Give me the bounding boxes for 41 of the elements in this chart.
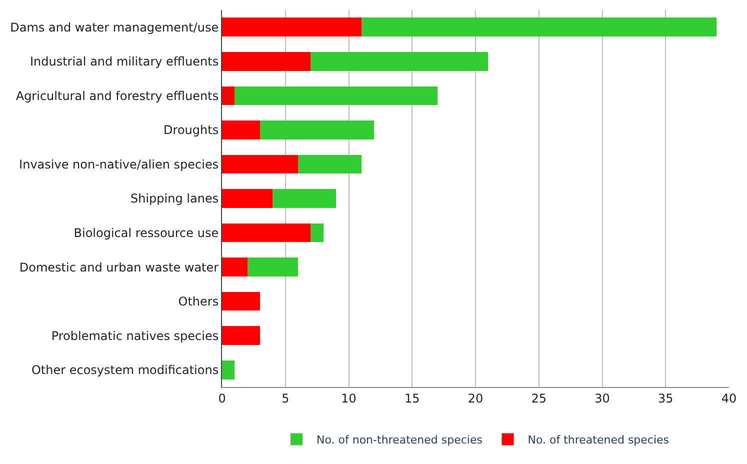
bar	[361, 18, 716, 37]
bar	[260, 120, 374, 140]
bar	[310, 52, 488, 71]
x-tick-label: 15	[404, 391, 420, 406]
bar	[222, 154, 298, 174]
bar	[222, 189, 273, 208]
bar	[222, 258, 248, 276]
bar	[222, 86, 235, 106]
y-tick-label: Agricultural and forestry effluents	[16, 88, 219, 103]
bar	[222, 18, 362, 37]
bar	[234, 86, 438, 106]
y-tick-label: Others	[178, 294, 219, 309]
x-tick-label: 10	[341, 391, 356, 406]
x-tick-label: 30	[594, 391, 610, 406]
x-tick-label: 35	[658, 391, 674, 406]
bar	[247, 258, 298, 276]
y-tick-label: Other ecosystem modifications	[31, 363, 219, 378]
x-tick-label: 25	[531, 391, 547, 406]
x-tick-label: 40	[721, 391, 737, 406]
y-tick-label: Problematic natives species	[51, 328, 219, 343]
bar	[222, 360, 235, 380]
bar	[298, 154, 362, 174]
y-tick-label: Domestic and urban waste water	[19, 260, 219, 274]
bar	[222, 326, 260, 346]
y-tick-label: Invasive non-native/alien species	[19, 157, 219, 172]
legend-label: No. of threatened species	[528, 433, 670, 446]
bar	[222, 120, 260, 140]
y-tick-label: Dams and water management/use	[10, 20, 219, 34]
y-tick-label: Biological ressource use	[74, 226, 219, 240]
bar	[222, 52, 311, 71]
y-tick-label: Shipping lanes	[130, 192, 219, 206]
bar	[222, 223, 311, 242]
x-tick-label: 5	[282, 391, 290, 406]
y-tick-label: Droughts	[164, 123, 219, 138]
legend-label: No. of non-threatened species	[316, 433, 483, 446]
x-tick-label: 20	[468, 391, 484, 406]
x-tick-label: 0	[218, 391, 226, 406]
y-tick-label: Industrial and military effluents	[30, 54, 219, 69]
bar	[272, 189, 336, 208]
bar	[310, 223, 324, 242]
bar	[222, 292, 260, 311]
